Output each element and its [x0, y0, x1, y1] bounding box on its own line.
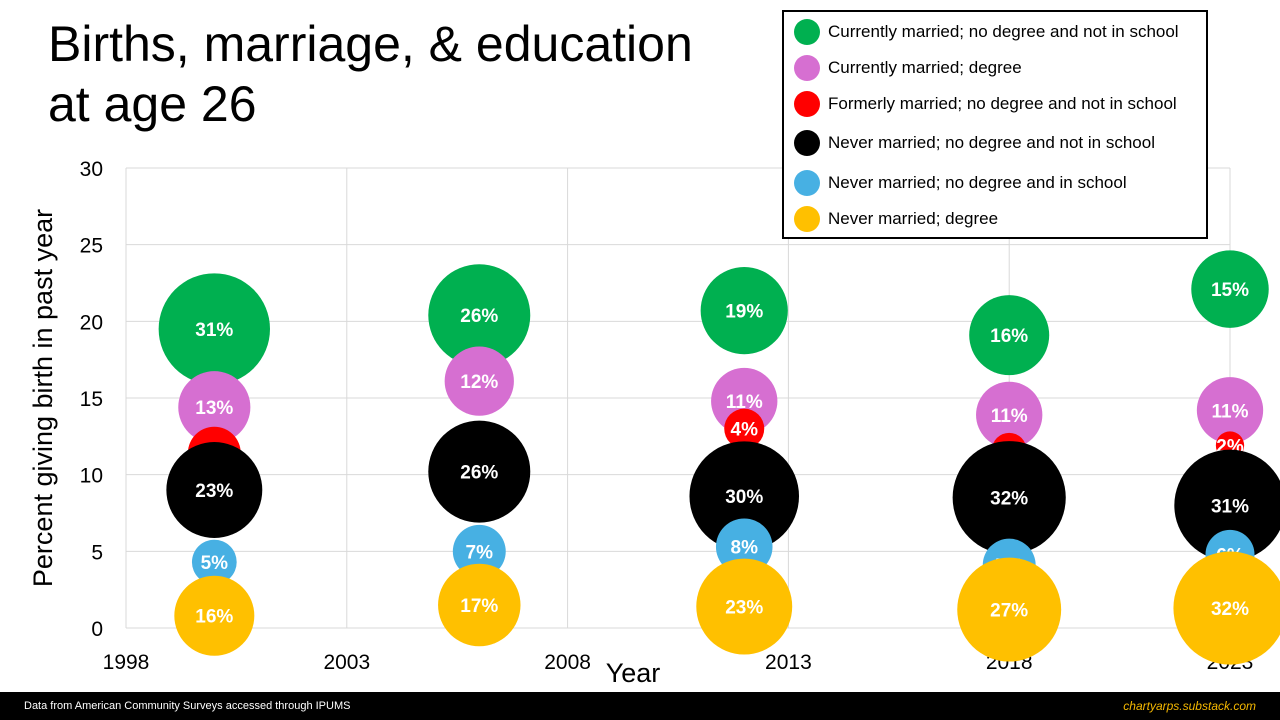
bubble-label: 30%: [725, 487, 763, 508]
bubble: [452, 524, 506, 578]
bubble-label: 12%: [460, 372, 498, 393]
bubble-label: 11%: [991, 406, 1028, 427]
y-tick-label: 5: [91, 541, 103, 564]
bubble-label: 32%: [1211, 599, 1249, 620]
y-tick-label: 15: [80, 388, 103, 411]
x-axis-label: Year: [606, 658, 661, 688]
bubble-label: 11%: [726, 392, 763, 413]
bubble-label: 16%: [195, 607, 233, 628]
bubble-label: 27%: [990, 601, 1028, 622]
x-tick-label: 2003: [323, 651, 370, 674]
legend-item-married-degree: Currently married; degree: [794, 53, 1022, 83]
legend-marker: [794, 19, 820, 45]
bubble: [191, 539, 237, 585]
bubble-label: 13%: [195, 398, 233, 419]
x-tick-label: 1998: [103, 651, 150, 674]
bubble: [428, 420, 531, 523]
bubble: [166, 442, 263, 538]
bubble: [957, 557, 1062, 662]
y-tick-label: 30: [80, 158, 103, 181]
bubble-label: 19%: [725, 302, 763, 323]
y-tick-label: 25: [80, 235, 103, 258]
legend-label: Never married; no degree and not in scho…: [828, 133, 1155, 152]
data-source-note: Data from American Community Surveys acc…: [24, 700, 351, 712]
bubble-label: 5%: [201, 553, 229, 574]
legend-label: Currently married; no degree and not in …: [828, 22, 1179, 41]
y-tick-label: 10: [80, 465, 103, 488]
x-tick-label: 2013: [765, 651, 812, 674]
bubble-label: 15%: [1211, 280, 1249, 301]
bubble: [969, 295, 1050, 376]
y-axis-label: Percent giving birth in past year: [28, 209, 58, 587]
bubble: [178, 371, 251, 444]
bubble: [174, 575, 255, 656]
y-tick-label: 0: [91, 618, 103, 641]
site-link[interactable]: chartyarps.substack.com: [1123, 699, 1256, 713]
legend-marker: [794, 206, 820, 232]
bubble-label: 16%: [990, 326, 1028, 347]
legend-marker: [794, 55, 820, 81]
bubble-chart: 051015202530199820032008201320182023Year…: [28, 158, 1280, 688]
bubble: [444, 346, 514, 416]
bubble-label: 23%: [725, 598, 763, 619]
legend-label: Formerly married; no degree and not in s…: [828, 94, 1177, 113]
bubble: [438, 563, 521, 647]
bubble-label: 11%: [1212, 401, 1249, 422]
chart-title-line-2: at age 26: [48, 76, 257, 132]
bubble: [689, 441, 800, 551]
bubble-label: 26%: [460, 306, 498, 327]
bubble-label: 17%: [460, 596, 498, 617]
bubble: [700, 267, 788, 355]
bubble: [1173, 551, 1280, 665]
chart-title: Births, marriage, & education at age 26: [48, 14, 693, 134]
legend-item-never-married-degree: Never married; degree: [794, 204, 998, 234]
bubble: [1196, 377, 1264, 444]
y-tick-label: 20: [80, 311, 103, 334]
legend-item-formerly-married: Formerly married; no degree and not in s…: [794, 89, 1177, 119]
bubble-label: 32%: [990, 489, 1028, 510]
bubble-label: 26%: [460, 463, 498, 484]
bubble: [1191, 250, 1269, 328]
legend: Currently married; no degree and not in …: [782, 10, 1208, 239]
bubble: [696, 558, 793, 655]
bubble-label: 8%: [731, 538, 759, 559]
bubble: [976, 381, 1043, 449]
legend-item-never-married-not-in-school: Never married; no degree and not in scho…: [794, 128, 1155, 158]
bubble: [428, 264, 531, 367]
bubble: [1174, 449, 1280, 561]
bubble-label: 4%: [731, 420, 759, 441]
legend-label: Never married; no degree and in school: [828, 173, 1127, 192]
legend-label: Currently married; degree: [828, 58, 1022, 77]
bubble-label: 23%: [195, 481, 233, 502]
legend-label: Never married; degree: [828, 209, 999, 228]
footer-bar: Data from American Community Surveys acc…: [0, 692, 1280, 720]
bubble: [724, 408, 765, 449]
bubble-label: 31%: [195, 320, 233, 341]
bubble-label: 7%: [466, 542, 494, 563]
legend-item-married-no-degree: Currently married; no degree and not in …: [794, 17, 1179, 47]
legend-marker: [794, 130, 820, 156]
bubble: [158, 273, 270, 385]
legend-marker: [794, 170, 820, 196]
bubble: [952, 441, 1066, 555]
legend-marker: [794, 91, 820, 117]
x-tick-label: 2008: [544, 651, 591, 674]
chart-title-line-1: Births, marriage, & education: [48, 16, 693, 72]
legend-item-never-married-in-school: Never married; no degree and in school: [794, 168, 1127, 198]
bubble-label: 31%: [1211, 496, 1249, 517]
